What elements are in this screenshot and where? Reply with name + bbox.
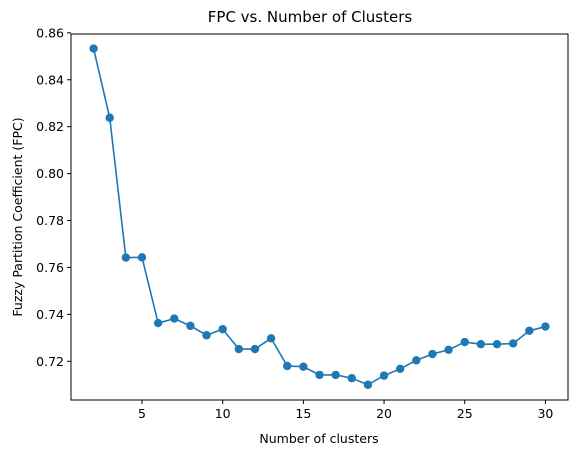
y-tick-label: 0.82 bbox=[36, 119, 64, 134]
y-tick-label: 0.78 bbox=[36, 213, 64, 228]
series-line bbox=[92, 48, 546, 386]
data-point bbox=[460, 337, 469, 347]
y-tick-label: 0.74 bbox=[36, 307, 64, 322]
chart-title: FPC vs. Number of Clusters bbox=[208, 8, 413, 26]
data-point bbox=[444, 345, 453, 354]
data-point bbox=[347, 373, 356, 383]
y-tick-label: 0.84 bbox=[36, 72, 64, 87]
data-point bbox=[89, 44, 98, 53]
data-point bbox=[121, 253, 131, 262]
data-point bbox=[153, 318, 163, 328]
data-point bbox=[266, 334, 276, 343]
x-tick-label: 20 bbox=[376, 406, 392, 421]
x-tick-label: 10 bbox=[215, 406, 231, 421]
data-point bbox=[218, 324, 227, 334]
data-point bbox=[315, 370, 324, 380]
data-point bbox=[412, 356, 421, 365]
data-point bbox=[331, 370, 340, 380]
x-tick-label: 25 bbox=[457, 406, 473, 421]
data-point bbox=[283, 361, 292, 371]
plot-frame bbox=[70, 33, 569, 401]
data-point bbox=[170, 314, 179, 323]
data-point bbox=[299, 362, 308, 371]
data-point bbox=[105, 113, 114, 122]
data-point bbox=[428, 349, 437, 359]
data-point bbox=[250, 344, 260, 354]
x-tick-label: 15 bbox=[295, 406, 311, 421]
y-axis: 0.72 0.74 0.76 0.78 0.80 0.82 0.84 0.86 bbox=[36, 25, 71, 369]
data-point bbox=[508, 339, 518, 348]
data-point bbox=[363, 380, 373, 389]
data-point bbox=[476, 339, 486, 349]
x-axis: 5 10 15 20 25 30 bbox=[138, 400, 553, 421]
data-point bbox=[525, 326, 534, 335]
data-point bbox=[492, 339, 502, 349]
y-tick-label: 0.80 bbox=[36, 166, 64, 181]
plot-area bbox=[89, 44, 550, 389]
data-point bbox=[541, 322, 550, 331]
data-point bbox=[137, 253, 147, 262]
y-tick-label: 0.72 bbox=[36, 354, 64, 369]
data-point bbox=[202, 331, 211, 340]
x-tick-label: 5 bbox=[138, 406, 146, 421]
data-point bbox=[379, 371, 389, 380]
x-tick-label: 30 bbox=[537, 406, 553, 421]
data-point bbox=[186, 321, 195, 331]
data-point bbox=[395, 364, 405, 373]
data-point bbox=[234, 344, 244, 354]
y-tick-label: 0.76 bbox=[36, 260, 64, 275]
y-tick-label: 0.86 bbox=[36, 25, 64, 40]
x-axis-label: Number of clusters bbox=[259, 431, 378, 446]
y-axis-label: Fuzzy Partition Coefficient (FPC) bbox=[10, 117, 25, 316]
